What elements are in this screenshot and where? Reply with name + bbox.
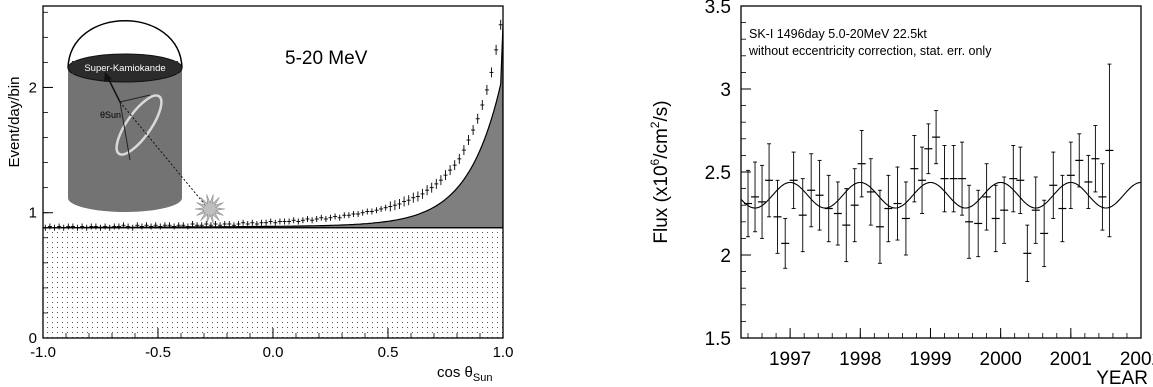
x-tick-label: -0.5: [145, 344, 171, 361]
right-y-label-part-3: /s): [651, 100, 672, 121]
x-tick-label: 0.0: [263, 344, 284, 361]
right-chart-subtitle: without eccentricity correction, stat. e…: [748, 44, 992, 58]
left-x-axis-label-sub: Sun: [473, 372, 493, 384]
right-chart-title: SK-I 1496day 5.0-20MeV 22.5kt: [749, 27, 927, 41]
detector-dome-outline: [67, 20, 183, 69]
left-data-points: [43, 19, 503, 231]
x-tick-label: 2000: [980, 349, 1022, 370]
y-tick-label: 3: [720, 80, 731, 101]
background-region: [43, 227, 503, 338]
right-chart: 1997 1998 1999 2000 2001 2002 1.5 2 2.5 3 3.5 SK-I…: [648, 0, 1153, 387]
detector-label: Super-Kamiokande: [84, 63, 165, 74]
electron-arrow-head: [104, 72, 112, 82]
x-tick-label: 1.0: [493, 344, 514, 361]
y-tick-label: 2.5: [705, 163, 731, 184]
left-x-axis-label-main: cos θ: [437, 364, 473, 381]
sun-direction-line: [119, 101, 207, 207]
y-tick-label: 1: [29, 205, 37, 222]
x-tick-label: 2002: [1120, 349, 1153, 370]
x-tick-label: -1.0: [30, 344, 56, 361]
left-chart-title: 5-20 MeV: [285, 48, 368, 69]
right-y-label-exp-2: 2: [648, 121, 662, 128]
x-tick-label: 1997: [769, 349, 811, 370]
left-x-axis-label: cos θSun: [437, 364, 492, 384]
right-y-label-part-2: /cm: [651, 128, 672, 159]
super-kamiokande-inset: Super-Kamiokande θSun: [67, 20, 226, 224]
y-tick-label: 2: [720, 246, 731, 267]
detector-tank-bottom: [68, 184, 182, 212]
right-axis-ticks: 1997 1998 1999 2000 2001 2002 1.5 2 2.5 3 3.5: [705, 0, 1153, 370]
x-tick-label: 2001: [1050, 349, 1092, 370]
cone-edge-lower: [119, 101, 131, 161]
cone-edge-upper: [119, 94, 151, 103]
right-data-points: [744, 63, 1114, 283]
y-tick-label: 1.5: [705, 329, 731, 350]
left-chart: -1.0 -0.5 0.0 0.5 1.0 0 1 2 5-20 MeV Event/day/…: [6, 5, 514, 384]
detector-label-backdrop: [72, 61, 178, 74]
right-y-axis-label: Flux (x106/cm2/s): [648, 100, 672, 243]
x-tick-label: 1999: [909, 349, 951, 370]
theta-sun-label: θSun: [100, 110, 121, 120]
sun-icon: [194, 194, 226, 224]
cherenkov-ring: [115, 94, 163, 156]
right-x-axis-label: YEAR: [1096, 368, 1148, 387]
right-y-label-part-1: Flux (x10: [651, 165, 672, 243]
right-y-label-exp-1: 6: [648, 158, 662, 165]
left-y-axis-label: Event/day/bin: [6, 77, 23, 168]
x-tick-label: 0.5: [378, 344, 399, 361]
y-tick-label: 3.5: [705, 0, 731, 18]
x-tick-label: 1998: [839, 349, 881, 370]
y-tick-label: 0: [29, 330, 37, 347]
seasonal-fit-curve: [741, 181, 1141, 209]
left-axis-ticks: -1.0 -0.5 0.0 0.5 1.0 0 1 2: [29, 11, 514, 361]
electron-direction-arrow: [107, 77, 121, 103]
y-tick-label: 2: [29, 79, 37, 96]
